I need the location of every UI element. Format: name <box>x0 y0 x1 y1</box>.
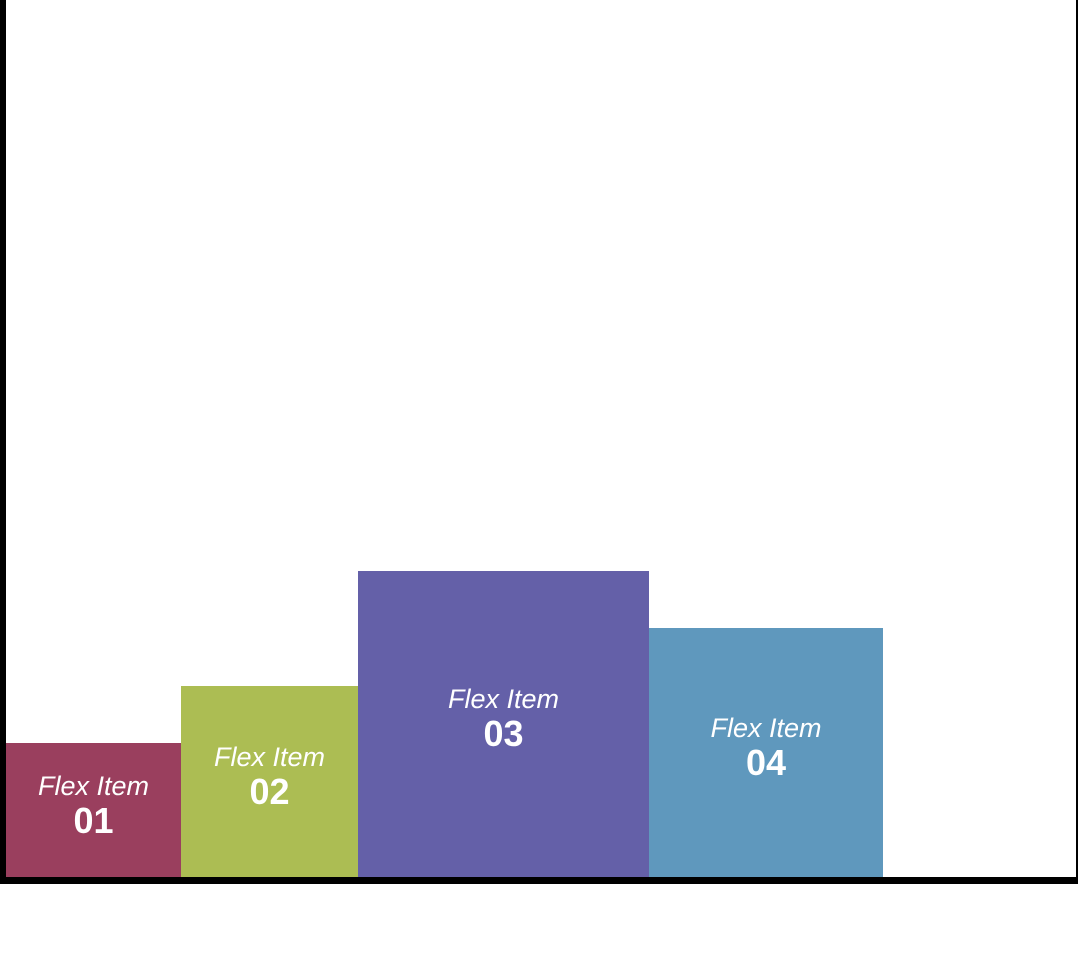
flex-item-04: Flex Item 04 <box>649 628 883 877</box>
flex-container: Flex Item 01 Flex Item 02 Flex Item 03 F… <box>0 0 1078 884</box>
flex-item-label: Flex Item <box>447 684 560 714</box>
flex-item-label: Flex Item <box>213 742 326 772</box>
flex-item-text: Flex Item 03 <box>358 684 649 754</box>
flex-item-number: 01 <box>73 800 114 841</box>
flex-item-02: Flex Item 02 <box>181 686 358 877</box>
flex-item-text: Flex Item 02 <box>181 742 358 812</box>
flex-item-01: Flex Item 01 <box>6 743 181 877</box>
flex-item-label: Flex Item <box>37 771 150 801</box>
flex-item-text: Flex Item 01 <box>6 771 181 841</box>
flex-item-number: 04 <box>745 742 787 783</box>
flex-item-number: 03 <box>483 713 524 754</box>
flex-item-label: Flex Item <box>710 713 822 743</box>
flex-item-text: Flex Item 04 <box>649 713 883 783</box>
flex-item-number: 02 <box>249 771 290 812</box>
flex-item-03: Flex Item 03 <box>358 571 649 877</box>
